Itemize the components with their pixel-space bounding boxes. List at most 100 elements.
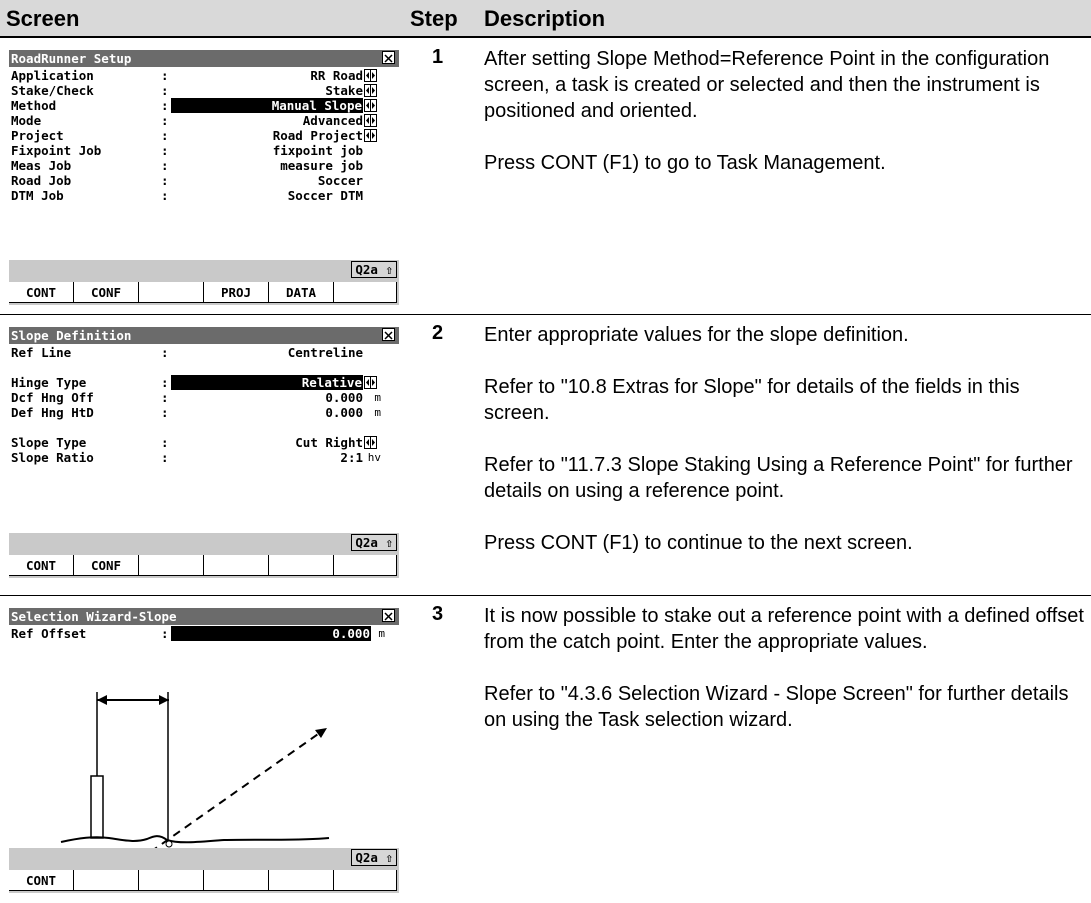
field-label: Dcf Hng Off <box>11 390 94 405</box>
field-value: 0.000 <box>171 626 371 641</box>
description-paragraph: After setting Slope Method=Reference Poi… <box>484 48 1050 122</box>
step-number: 2 <box>432 322 444 344</box>
field-row: Hinge Type: Relative <box>9 375 399 390</box>
field-separator: : <box>161 435 169 450</box>
function-key[interactable]: CONT <box>9 282 74 303</box>
function-key[interactable]: CONF <box>74 282 139 303</box>
field-value: Soccer DTM <box>287 188 363 203</box>
function-key[interactable]: PROJ <box>204 282 269 303</box>
description-paragraph: Press CONT (F1) to continue to the next … <box>484 532 913 554</box>
field-unit: m <box>374 406 381 419</box>
header-screen: Screen <box>6 6 80 31</box>
screen-title: Slope Definition <box>9 327 399 344</box>
field-label: Road Job <box>11 173 72 188</box>
function-key[interactable]: CONF <box>74 555 139 576</box>
field-row: Method: Manual Slope <box>9 98 399 113</box>
slope-diagram <box>60 692 330 848</box>
field-label: Hinge Type <box>11 375 87 390</box>
field-separator: : <box>161 375 169 390</box>
status-indicator: Q2a ⇧ <box>351 261 397 278</box>
field-separator: : <box>161 113 169 128</box>
function-key[interactable]: DATA <box>269 282 334 303</box>
field-label: Fixpoint Job <box>11 143 102 158</box>
screen-title: RoadRunner Setup <box>9 50 399 67</box>
toggle-arrows <box>364 436 377 449</box>
field-value: Cut Right <box>295 435 363 450</box>
status-indicator: Q2a ⇧ <box>351 849 397 866</box>
description-paragraph: It is now possible to stake out a refere… <box>484 605 1084 653</box>
field-row: Mode: Advanced <box>9 113 399 128</box>
field-value: Soccer <box>317 173 363 188</box>
description-paragraph: Press CONT (F1) to go to Task Management… <box>484 152 886 174</box>
field-row: Application: RR Road <box>9 68 399 83</box>
toggle-icon <box>364 69 377 82</box>
toggle-arrows <box>364 376 377 389</box>
description-paragraph: Refer to "4.3.6 Selection Wizard - Slope… <box>484 683 1069 731</box>
field-separator: : <box>161 98 169 113</box>
field-separator: : <box>161 345 169 360</box>
field-label: Meas Job <box>11 158 72 173</box>
toggle-icon <box>364 436 377 449</box>
field-label: Slope Type <box>11 435 87 450</box>
field-unit: m <box>378 627 385 640</box>
field-value: RR Road <box>310 68 363 83</box>
field-unit: m <box>374 391 381 404</box>
description-paragraph: Refer to "11.7.3 Slope Staking Using a R… <box>484 454 1073 502</box>
field-value: Advanced <box>302 113 363 128</box>
toggle-icon <box>364 114 377 127</box>
field-row: Meas Job: measure job <box>9 158 399 173</box>
field-unit: hv <box>367 451 381 464</box>
field-separator: : <box>161 158 169 173</box>
function-key[interactable] <box>139 282 204 303</box>
function-key[interactable]: CONT <box>9 870 74 891</box>
field-separator: : <box>161 626 169 641</box>
field-row: Slope Type: Cut Right <box>9 435 399 450</box>
header-description: Description <box>484 6 606 31</box>
function-key[interactable] <box>204 870 269 891</box>
field-row: Ref Offset:0.000 m <box>9 626 399 641</box>
field-row: Project: Road Project <box>9 128 399 143</box>
toggle-arrows <box>364 84 377 97</box>
toggle-arrows <box>364 129 377 142</box>
toggle-icon <box>364 84 377 97</box>
field-label: Ref Offset <box>11 626 87 641</box>
close-icon <box>384 612 393 621</box>
field-label: Def Hng HtD <box>11 405 94 420</box>
function-key[interactable] <box>204 555 269 576</box>
function-key[interactable]: CONT <box>9 555 74 576</box>
toggle-icon <box>364 99 377 112</box>
status-bar: Q2a ⇧ <box>9 260 399 279</box>
status-bar: Q2a ⇧ <box>9 533 399 552</box>
field-row: Slope Ratio: 2:1 hv <box>9 450 399 465</box>
field-value: Manual Slope <box>171 98 363 113</box>
close-button <box>382 609 395 622</box>
field-label: Project <box>11 128 64 143</box>
description: Enter appropriate values for the slope d… <box>484 322 1084 582</box>
instrument-screen: Slope Definition Ref Line: Centreline Hinge… <box>9 327 399 581</box>
function-key[interactable] <box>74 870 139 891</box>
header-step: Step <box>410 6 458 31</box>
field-value: 2:1 <box>340 450 363 465</box>
field-row: Ref Line: Centreline <box>9 345 399 360</box>
function-key[interactable] <box>139 870 204 891</box>
instrument-screen: Selection Wizard-Slope Ref Offset:0.000 m Q… <box>9 608 399 896</box>
field-label: Mode <box>11 113 42 128</box>
function-key[interactable] <box>334 870 397 891</box>
field-separator: : <box>161 128 169 143</box>
function-key[interactable] <box>334 282 397 303</box>
function-keys: CONT CONF <box>9 552 399 578</box>
field-label: Method <box>11 98 57 113</box>
field-row: Road Job: Soccer <box>9 173 399 188</box>
close-button <box>382 51 395 64</box>
function-key[interactable] <box>269 870 334 891</box>
function-key[interactable] <box>334 555 397 576</box>
field-value: Stake <box>325 83 363 98</box>
function-key[interactable] <box>269 555 334 576</box>
field-label: Slope Ratio <box>11 450 94 465</box>
close-button <box>382 328 395 341</box>
field-label: DTM Job <box>11 188 64 203</box>
field-value: Road Project <box>272 128 363 143</box>
field-row: Fixpoint Job: fixpoint job <box>9 143 399 158</box>
field-row: Def Hng HtD: 0.000 m <box>9 405 399 420</box>
function-key[interactable] <box>139 555 204 576</box>
